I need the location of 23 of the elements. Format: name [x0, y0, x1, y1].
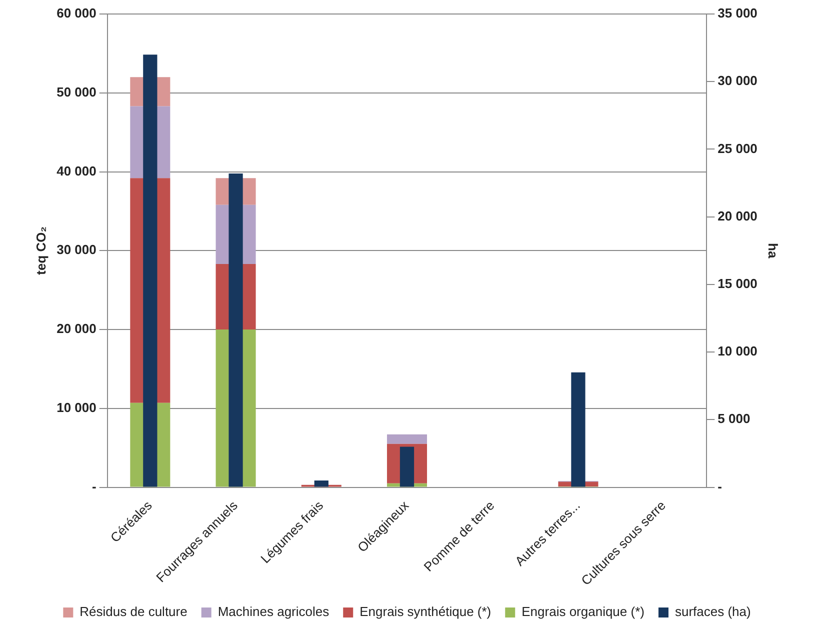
- y-tick-label: 20 000: [56, 321, 96, 336]
- y2-tick-label: 25 000: [718, 140, 758, 156]
- legend-label: Machines agricoles: [218, 604, 330, 620]
- y-tick-label: 40 000: [56, 163, 96, 178]
- legend-label: Engrais synthétique (*): [360, 604, 492, 620]
- y-tick-label: 60 000: [56, 6, 96, 21]
- y-tick-label: 10 000: [56, 400, 96, 415]
- y2-tick-label: -: [718, 478, 722, 494]
- y2-tick-label: 5 000: [718, 411, 750, 426]
- legend-label: surfaces (ha): [674, 604, 751, 620]
- y2-tick-label: 20 000: [718, 208, 758, 224]
- y2-tick-label: 15 000: [718, 276, 758, 292]
- y2-tick-label: 30 000: [718, 73, 758, 88]
- y2-tick-label: 35 000: [718, 6, 758, 21]
- y-tick-label: 30 000: [56, 242, 96, 258]
- y2-tick-label: 10 000: [718, 344, 758, 359]
- legend-label: Engrais organique (*): [522, 604, 644, 620]
- y-tick-label: -: [92, 478, 96, 494]
- y-axis-title: teq CO₂: [33, 226, 48, 275]
- legend-label: Résidus de culture: [80, 604, 188, 620]
- y-tick-label: 50 000: [56, 84, 96, 100]
- bar: [386, 434, 428, 444]
- y2-axis-title: ha: [766, 243, 781, 259]
